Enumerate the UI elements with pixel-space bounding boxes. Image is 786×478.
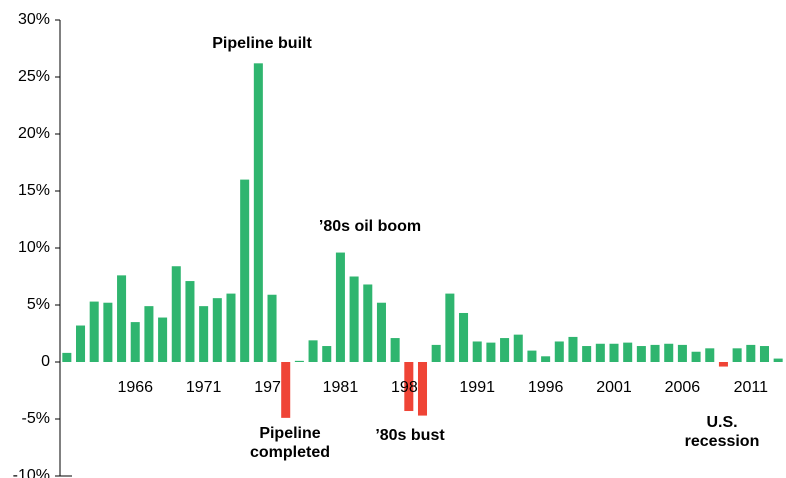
- bar: [253, 63, 263, 362]
- bar: [527, 350, 537, 362]
- x-tick-label: 1981: [323, 379, 359, 396]
- bar: [417, 362, 428, 416]
- bar: [171, 266, 181, 362]
- annotation: ’80s oil boom: [319, 218, 421, 235]
- bar: [376, 302, 386, 362]
- bar: [746, 344, 756, 362]
- bar: [609, 343, 619, 362]
- x-tick-label: 1971: [186, 379, 222, 396]
- x-tick-label: 2011: [734, 379, 769, 396]
- x-tick-label: 1996: [528, 379, 564, 396]
- bar: [486, 342, 496, 362]
- annotation: recession: [685, 433, 760, 450]
- bar: [89, 301, 99, 362]
- bar: [650, 344, 660, 362]
- bar: [103, 302, 113, 362]
- annotation: U.S.: [706, 414, 737, 431]
- bar: [240, 179, 250, 362]
- y-tick-label: 10%: [18, 239, 50, 256]
- y-tick-label: -10%: [13, 467, 50, 478]
- bar: [431, 344, 441, 362]
- x-tick-label: 1986: [391, 379, 427, 396]
- bar: [705, 348, 715, 362]
- bar: [322, 346, 332, 362]
- bar: [623, 342, 633, 362]
- bar: [445, 293, 455, 362]
- y-tick-label: 15%: [18, 182, 50, 199]
- x-tick-label: 1991: [459, 379, 495, 396]
- bar: [459, 312, 469, 362]
- bar: [582, 346, 592, 362]
- bar: [500, 338, 510, 362]
- annotation: Pipeline built: [212, 35, 312, 52]
- bar: [62, 352, 72, 362]
- bar: [677, 344, 687, 362]
- bar: [595, 343, 605, 362]
- bar: [281, 362, 291, 418]
- y-tick-label: 25%: [18, 68, 50, 85]
- x-tick-label: 1966: [117, 379, 153, 396]
- bar: [404, 362, 414, 412]
- bar: [718, 362, 728, 367]
- bar: [664, 343, 674, 362]
- bar: [308, 340, 318, 362]
- bar: [773, 358, 783, 362]
- x-tick-label: 2001: [596, 379, 632, 396]
- bar: [199, 306, 209, 362]
- bar: [568, 336, 578, 362]
- y-tick-label: -5%: [22, 410, 50, 427]
- bar: [144, 306, 154, 362]
- y-tick-label: 30%: [18, 11, 50, 28]
- annotation: ’80s bust: [375, 427, 445, 444]
- bar: [117, 275, 127, 362]
- bar: [363, 284, 373, 362]
- bar: [541, 356, 551, 362]
- bar: [294, 360, 304, 362]
- bar: [732, 348, 742, 362]
- bar: [513, 334, 523, 362]
- annotation: completed: [250, 444, 330, 461]
- bar: [130, 322, 140, 362]
- x-tick-label: 2006: [665, 379, 701, 396]
- bar: [554, 341, 564, 362]
- y-tick-label: 5%: [27, 296, 50, 313]
- bar: [691, 351, 701, 362]
- annotation: Pipeline: [259, 425, 320, 442]
- bar: [472, 341, 482, 362]
- bar: [759, 346, 769, 362]
- bar: [76, 325, 86, 362]
- y-tick-label: 20%: [18, 125, 50, 142]
- bar: [185, 281, 195, 362]
- bar: [212, 298, 222, 362]
- y-tick-label: 0: [41, 353, 50, 370]
- bar: [158, 317, 168, 362]
- bar: [390, 338, 400, 362]
- bar: [226, 293, 236, 362]
- bar: [267, 294, 277, 362]
- bar: [335, 252, 345, 362]
- bar: [349, 276, 359, 362]
- x-tick-label: 1976: [254, 379, 290, 396]
- bar: [636, 346, 646, 362]
